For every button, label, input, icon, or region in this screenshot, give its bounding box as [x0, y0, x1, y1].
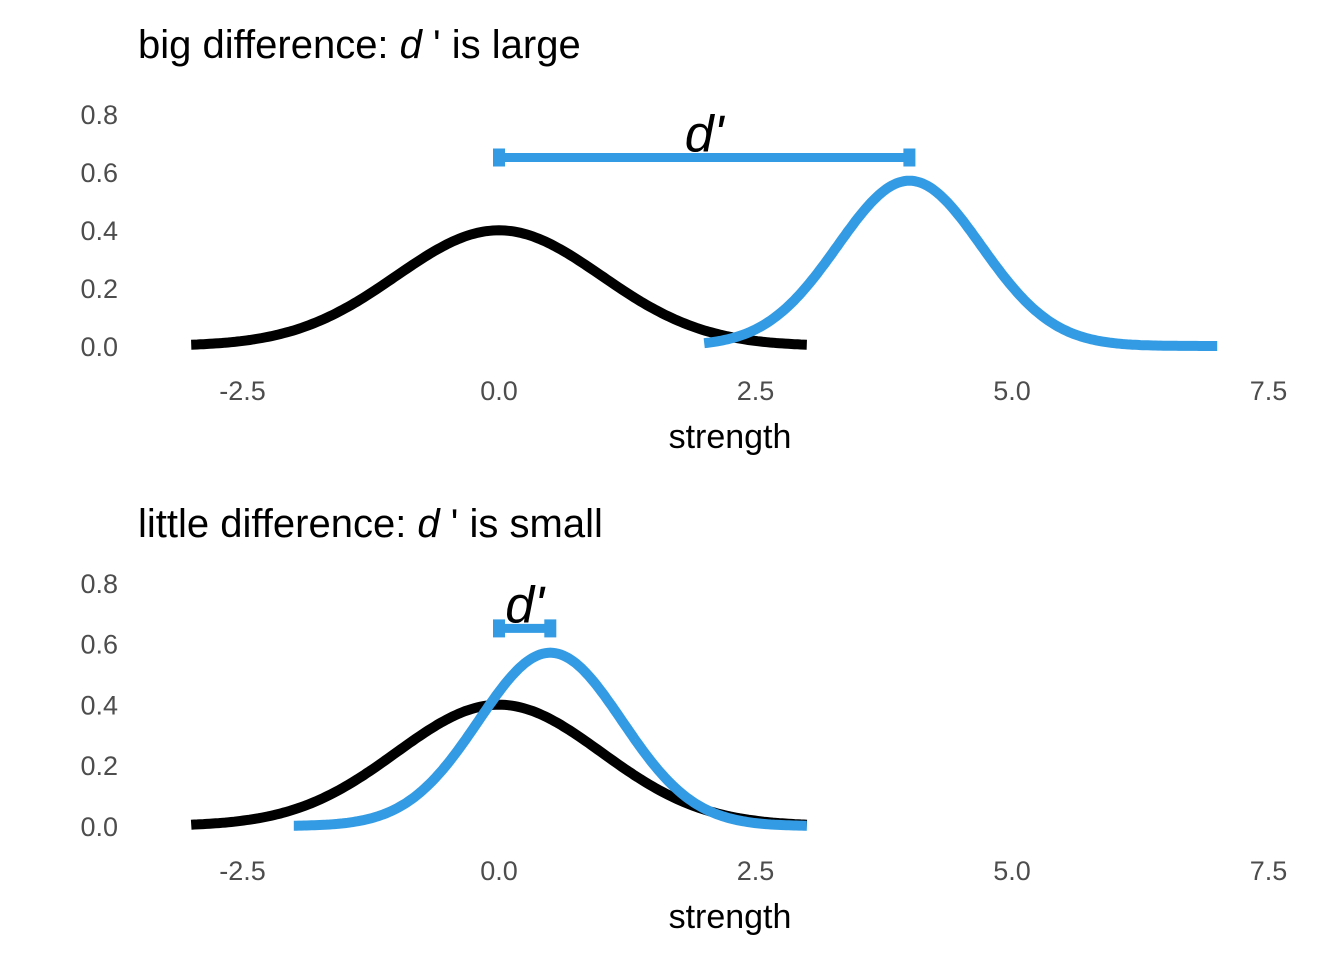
y-tick-label: 0.2 [80, 274, 118, 304]
density-curve-2 [293, 647, 807, 831]
y-tick-label: 0.6 [80, 630, 118, 660]
x-tick-label: 5.0 [993, 856, 1031, 886]
x-tick-label: -2.5 [219, 376, 266, 406]
x-tick-label: 2.5 [737, 376, 775, 406]
x-axis-label: strength [669, 418, 792, 456]
title-suffix: ' is small [440, 502, 603, 546]
y-tick-label: 0.2 [80, 751, 118, 781]
y-tick-label: 0.4 [80, 216, 118, 246]
density-curve-1 [190, 699, 808, 830]
y-tick-label: 0.0 [80, 812, 118, 842]
x-tick-label: -2.5 [219, 856, 266, 886]
title-prefix: big difference: [138, 23, 400, 67]
panel-2: little difference: d ' is small 0.0 0.2 0.4… [80, 502, 1287, 936]
x-tick-label: 7.5 [1250, 856, 1288, 886]
dprime-bar-end-right [903, 148, 916, 167]
panel-title: big difference: d ' is large [138, 23, 581, 67]
x-tick-label: 0.0 [480, 376, 518, 406]
density-curve-2 [703, 175, 1218, 351]
dprime-bar-end-right [544, 619, 557, 638]
title-prefix: little difference: [138, 502, 417, 546]
dprime-bar-end-left [493, 619, 505, 638]
y-tick-label: 0.8 [80, 100, 118, 130]
y-tick-label: 0.8 [80, 569, 118, 599]
panel-title: little difference: d ' is small [138, 502, 603, 546]
title-suffix: ' is large [422, 23, 581, 67]
y-tick-label: 0.6 [80, 158, 118, 188]
dprime-bar-end-left [493, 148, 505, 167]
title-italic: d [400, 23, 424, 67]
panel-1: big difference: d ' is large 0.0 0.2 0.4 0.6… [80, 23, 1287, 456]
x-tick-label: 5.0 [993, 376, 1031, 406]
dprime-label: d' [505, 576, 546, 634]
y-tick-label: 0.4 [80, 690, 118, 720]
dprime-label: d' [685, 106, 726, 164]
x-axis-label: strength [669, 898, 792, 936]
x-tick-label: 2.5 [737, 856, 775, 886]
x-tick-label: 7.5 [1250, 376, 1288, 406]
density-curve-1 [191, 225, 807, 350]
x-tick-label: 0.0 [480, 856, 518, 886]
title-italic: d [417, 502, 441, 546]
y-tick-label: 0.0 [80, 332, 118, 362]
